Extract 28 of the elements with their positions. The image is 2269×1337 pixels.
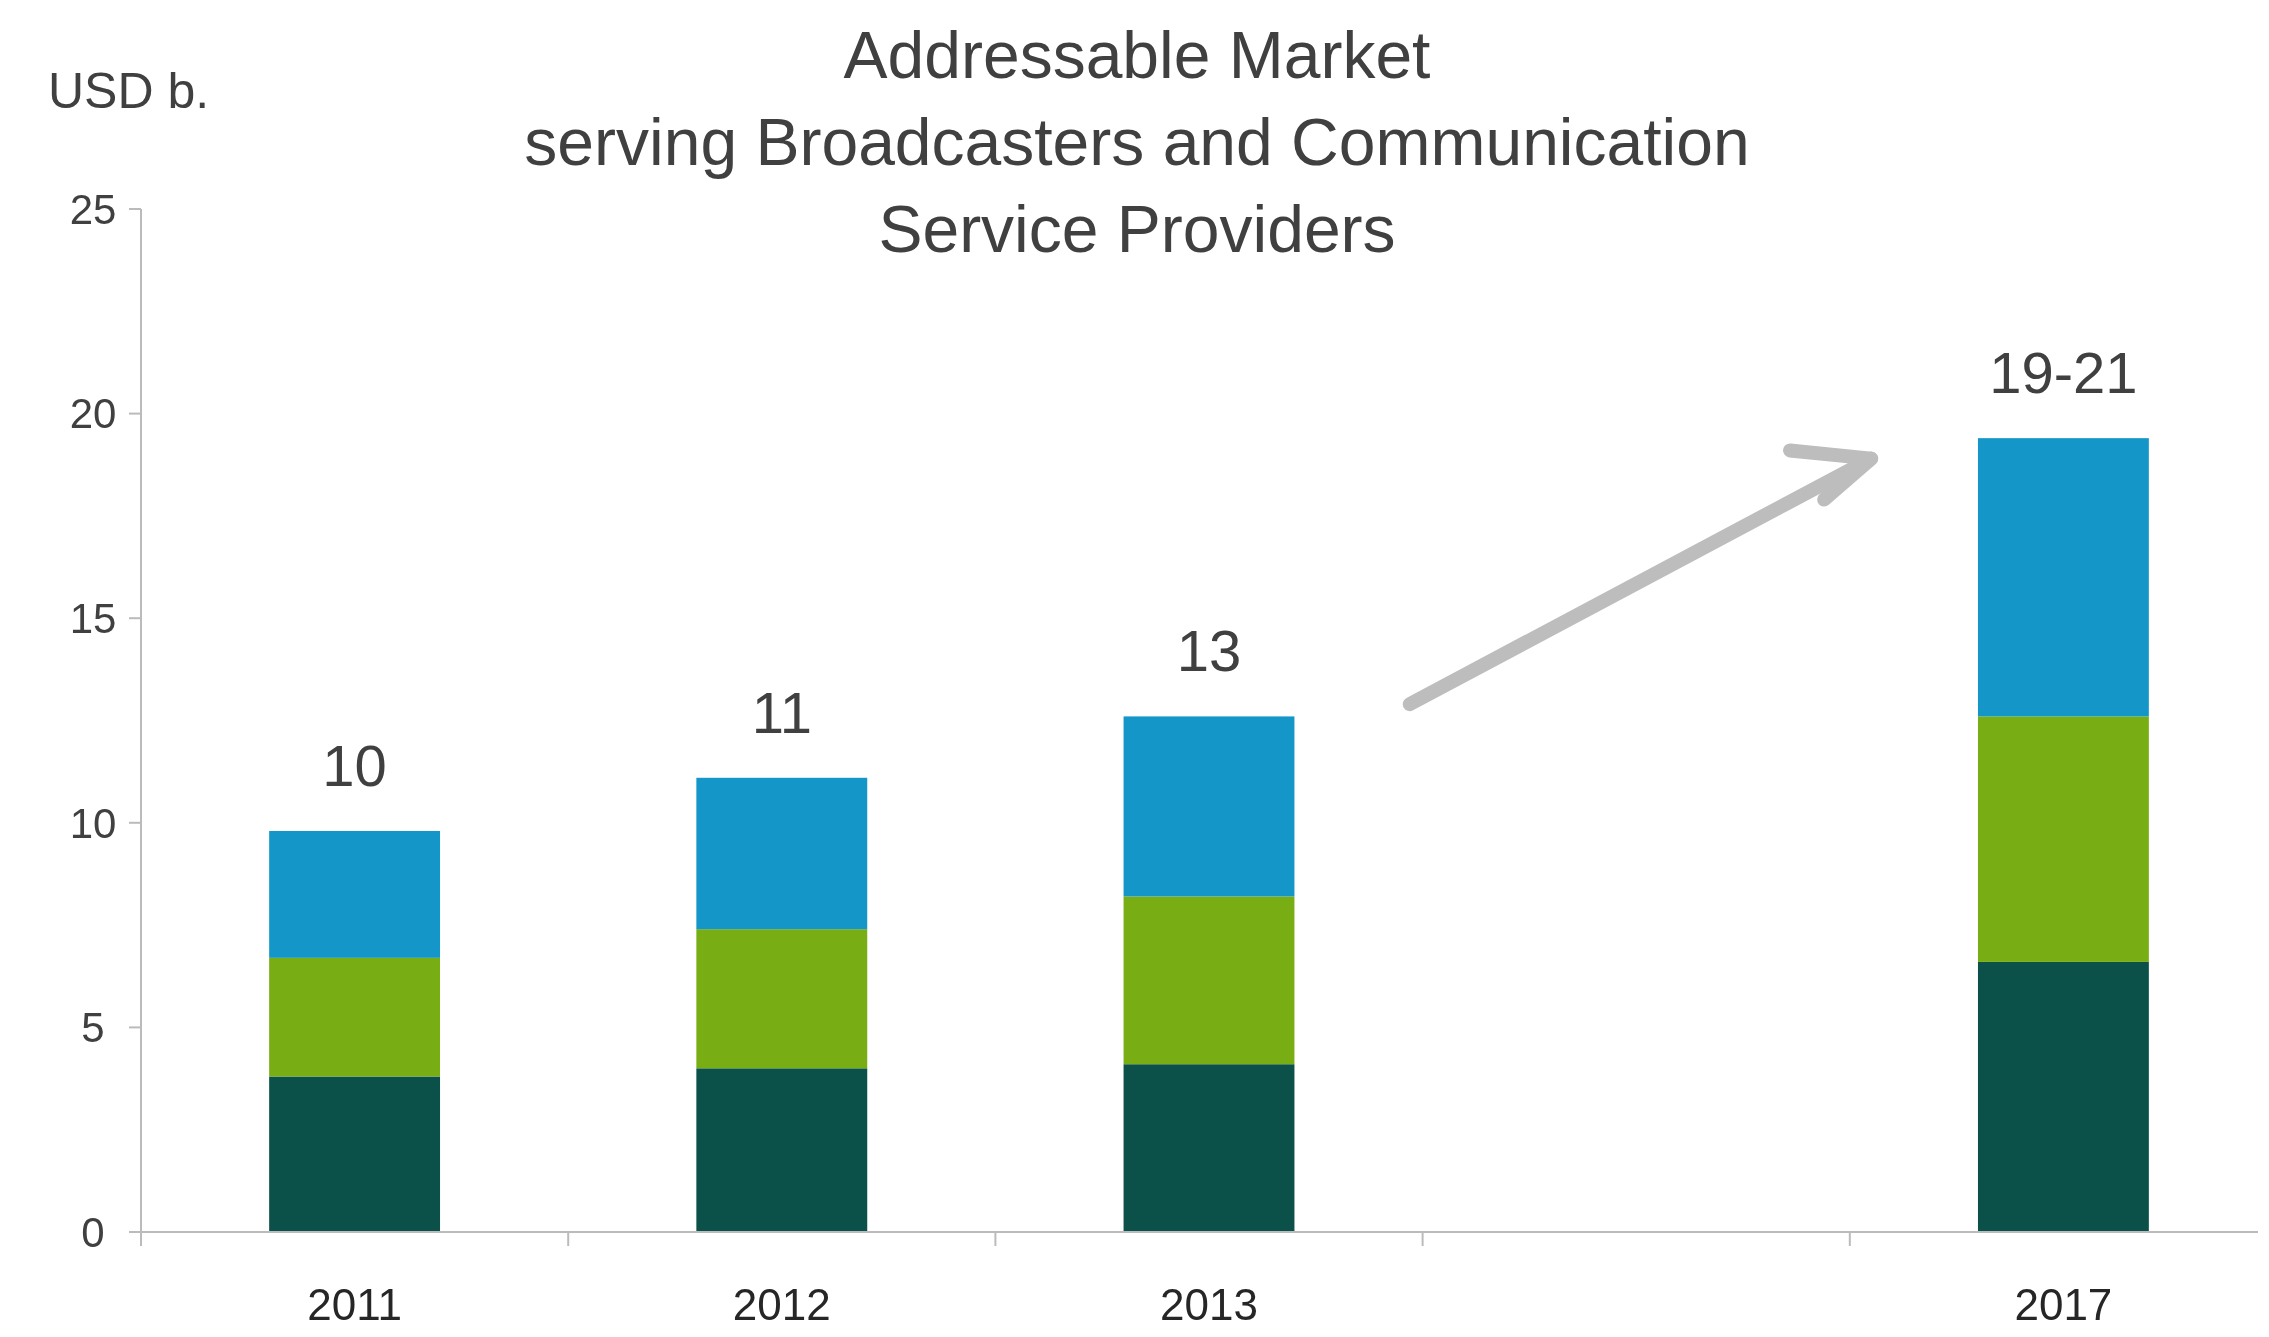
- bar: [1977, 716, 2149, 962]
- x-tick-label: 2012: [732, 1280, 831, 1329]
- x-tick-label: 2017: [2014, 1280, 2113, 1329]
- total-label: 13: [1176, 618, 1242, 684]
- bar: [1977, 438, 2149, 717]
- y-tick-label: 15: [69, 594, 117, 642]
- total-label: 11: [751, 679, 812, 745]
- bar: [1977, 961, 2149, 1232]
- y-tick-label: 20: [69, 390, 117, 438]
- y-tick-label: 0: [81, 1208, 105, 1256]
- bar: [1123, 896, 1295, 1065]
- total-label: 19-21: [1989, 340, 2138, 406]
- bar: [696, 1068, 868, 1232]
- y-axis-title: USD b.: [48, 63, 210, 119]
- x-tick-label: 2011: [307, 1280, 402, 1329]
- total-label: 10: [322, 732, 387, 798]
- y-tick-label: 25: [69, 185, 117, 233]
- bar: [696, 777, 868, 930]
- y-tick-label: 5: [81, 1004, 105, 1052]
- bar: [269, 957, 441, 1077]
- bar: [1123, 716, 1295, 897]
- y-tick-label: 10: [69, 799, 117, 847]
- bar: [696, 929, 868, 1069]
- x-tick-label: 2013: [1160, 1280, 1258, 1329]
- bar: [1123, 1064, 1295, 1232]
- bar: [269, 830, 441, 958]
- chart-title: Addressable Market serving Broadcasters and Communication Service Providers: [524, 18, 1750, 266]
- bar: [269, 1076, 441, 1232]
